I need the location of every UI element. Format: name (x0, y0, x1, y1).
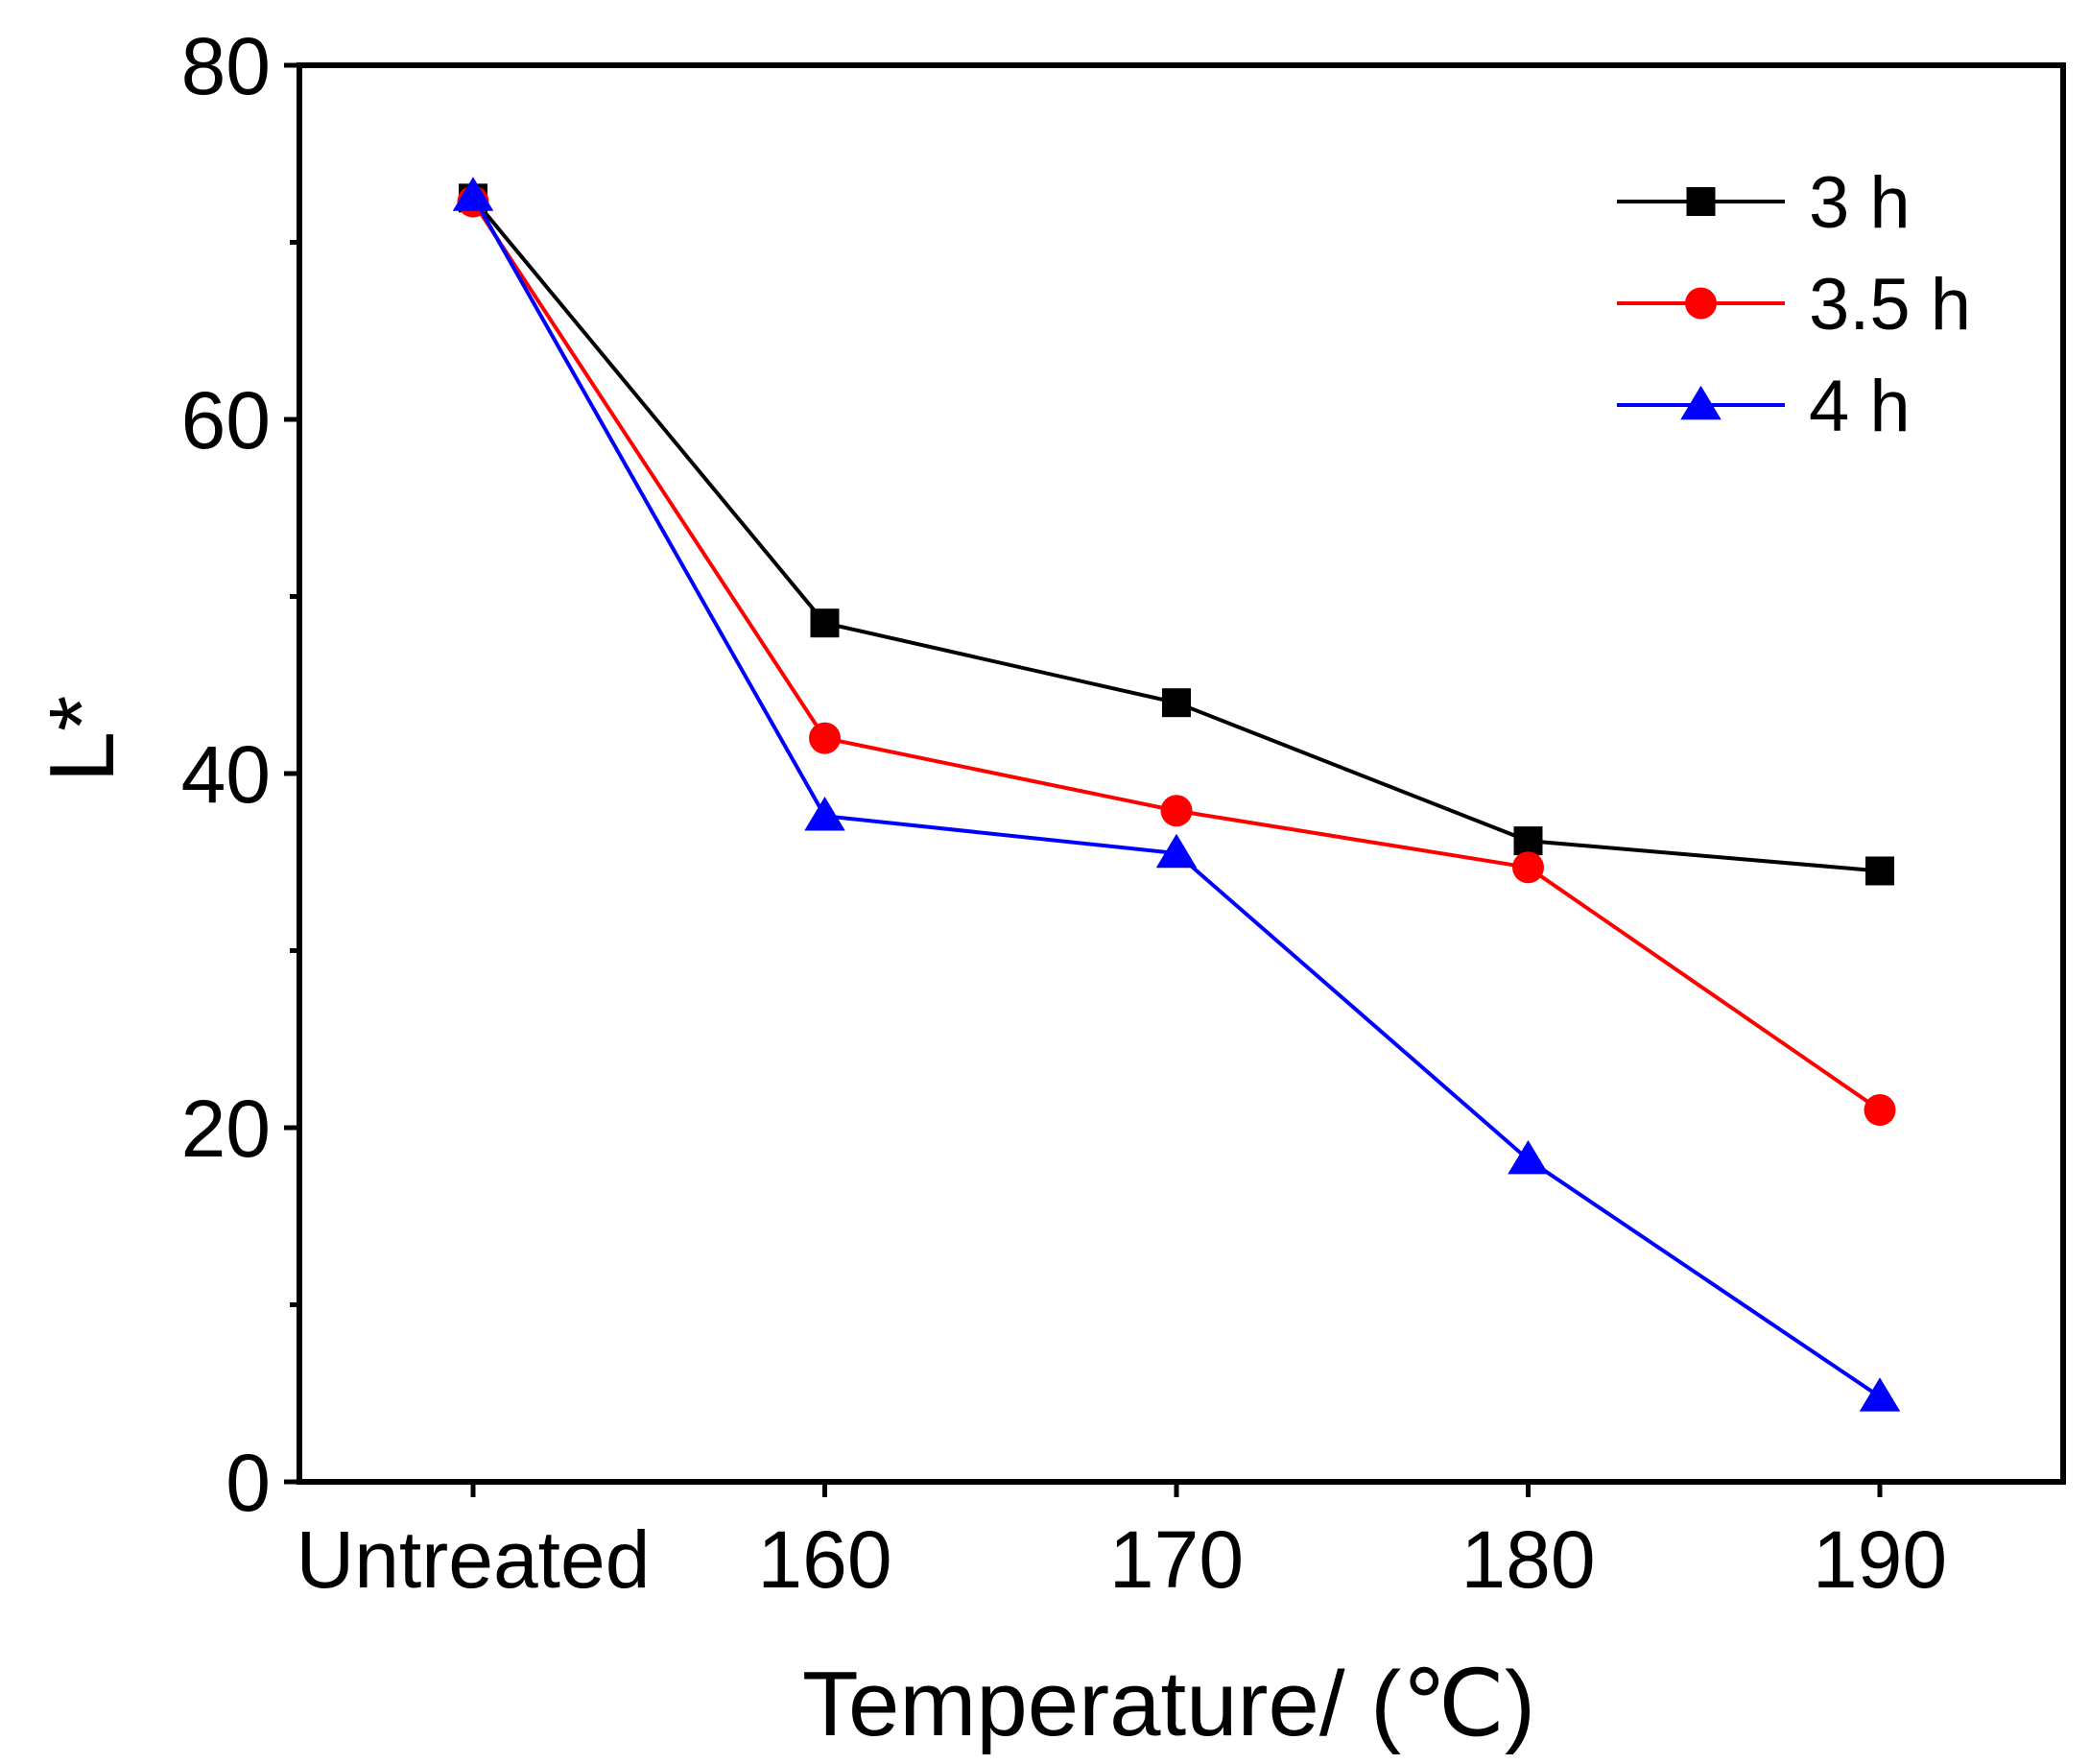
y-axis-label: L* (31, 696, 133, 783)
series-line (471, 197, 1881, 873)
axes: 0 20 40 60 80 Untreated 160 170 180 190 (181, 21, 2066, 1605)
data-point (1859, 1377, 1901, 1412)
data-point (804, 797, 845, 831)
x-tick-label: 180 (1461, 1514, 1595, 1605)
legend-label: 3.5 h (1809, 264, 1971, 346)
data-point (809, 722, 841, 754)
y-tick-label: 20 (181, 1084, 271, 1174)
x-axis-label: Temperature/ (℃) (802, 1653, 1535, 1755)
data-point (1160, 795, 1193, 827)
series-2 (457, 185, 1896, 1127)
x-tick-label: 160 (757, 1514, 891, 1605)
legend-item: 3.5 h (1617, 264, 1971, 346)
plot-frame (297, 62, 2066, 1485)
data-point (1513, 826, 1543, 856)
data-point (452, 177, 494, 211)
x-tick-label: Untreated (297, 1514, 651, 1605)
data-point (810, 608, 840, 638)
legend-label: 3 h (1809, 162, 1911, 244)
data-point (1865, 856, 1894, 886)
y-tick-label: 0 (226, 1438, 271, 1528)
data-point (1508, 1139, 1549, 1175)
x-tick-label: 170 (1109, 1514, 1244, 1605)
data-point (1512, 851, 1544, 884)
y-tick-label: 60 (181, 375, 271, 465)
data-point (1155, 833, 1198, 869)
series-1 (459, 183, 1894, 886)
y-tick-label: 40 (181, 729, 271, 820)
y-tick-label: 80 (181, 21, 271, 111)
legend-marker (1680, 385, 1722, 420)
data-point (1864, 1094, 1896, 1127)
series-3 (452, 177, 1901, 1412)
data-point (1162, 688, 1191, 718)
legend-marker (1686, 187, 1716, 216)
x-tick-label: 190 (1813, 1514, 1947, 1605)
legend-item: 4 h (1617, 366, 1911, 447)
legend: 3 h 3.5 h 4 h (1617, 162, 1971, 447)
series-layer (452, 177, 1901, 1412)
legend-item: 3 h (1617, 162, 1911, 244)
series-line (471, 200, 1882, 1112)
legend-label: 4 h (1809, 366, 1911, 447)
legend-marker (1685, 287, 1717, 320)
